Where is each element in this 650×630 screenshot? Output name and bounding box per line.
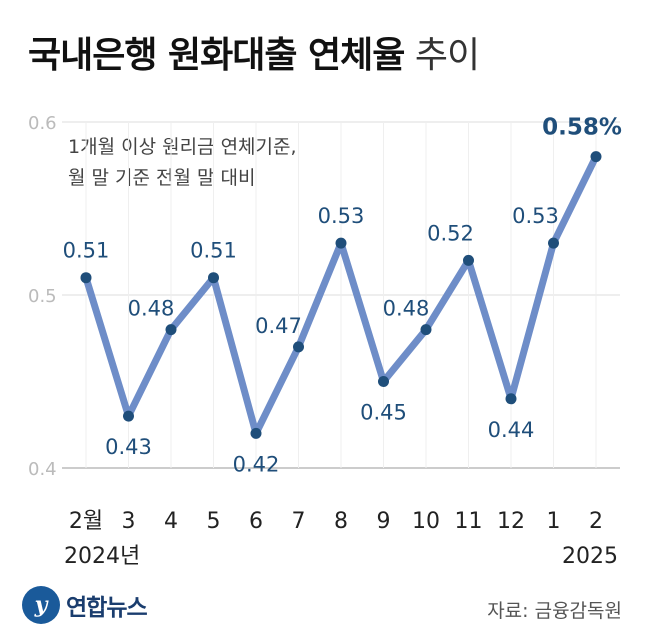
data-label: 0.51	[63, 239, 110, 263]
data-label: 0.45	[360, 401, 407, 425]
data-point	[208, 272, 219, 284]
data-point	[293, 341, 304, 353]
title-main: 국내은행 원화대출 연체율	[28, 35, 405, 76]
x-tick-label: 3	[122, 509, 136, 534]
y-tick-label: 0.6	[28, 113, 57, 134]
x-tick-label: 11	[455, 509, 483, 534]
x-tick-label: 4	[164, 509, 178, 534]
data-label: 0.42	[233, 452, 280, 476]
x-tick-label: 6	[249, 509, 263, 534]
data-label: 0.52	[427, 221, 474, 245]
y-tick-label: 0.4	[28, 459, 57, 480]
year-label: 2024년	[64, 544, 140, 569]
data-point	[80, 272, 92, 284]
data-point	[250, 427, 262, 439]
x-tick-label: 9	[377, 509, 391, 534]
data-point	[548, 237, 559, 249]
chart-title: 국내은행 원화대출 연체율 추이	[28, 26, 480, 78]
data-point	[378, 376, 389, 387]
data-label: 0.51	[190, 239, 237, 263]
data-point	[123, 410, 134, 422]
x-tick-label: 12	[497, 509, 525, 534]
data-label: 0.53	[318, 204, 365, 228]
x-tick-label: 5	[207, 509, 221, 534]
x-tick-label: 10	[412, 509, 440, 534]
data-label: 0.53	[512, 204, 559, 228]
year-label: 2025	[562, 544, 618, 569]
logo-text: 연합뉴스	[66, 595, 148, 621]
data-point	[590, 151, 602, 163]
logo-mark-icon: y	[22, 586, 60, 624]
data-point	[165, 324, 177, 336]
data-point	[505, 393, 517, 405]
x-tick-label: 2	[589, 509, 603, 534]
data-label: 0.48	[128, 297, 175, 321]
subtitle: 1개월 이상 원리금 연체기준, 월 말 기준 전월 말 대비	[68, 132, 297, 194]
data-label: 0.44	[488, 418, 535, 442]
data-label: 0.43	[105, 435, 152, 459]
x-tick-label: 1	[547, 509, 561, 534]
data-point	[463, 254, 474, 266]
subtitle-line-1: 1개월 이상 원리금 연체기준,	[68, 136, 297, 158]
data-label: 0.47	[255, 314, 302, 338]
y-tick-label: 0.5	[28, 286, 57, 307]
yonhap-logo: y 연합뉴스	[22, 586, 148, 624]
x-tick-label: 7	[292, 509, 306, 534]
source-note: 자료: 금융감독원	[487, 600, 622, 622]
subtitle-line-2: 월 말 기준 전월 말 대비	[68, 167, 256, 189]
data-point	[420, 324, 432, 336]
line-chart: 0.4 0.5 0.6 0.51 0.43 0.48 0.51 0.42 0.47 0.53 0.4…	[28, 113, 622, 569]
title-suffix: 추이	[414, 35, 480, 76]
data-label: 0.58%	[542, 115, 622, 141]
data-label: 0.48	[383, 297, 430, 321]
data-point	[335, 237, 347, 249]
x-tick-label: 2월	[69, 509, 103, 534]
x-tick-label: 8	[334, 509, 348, 534]
